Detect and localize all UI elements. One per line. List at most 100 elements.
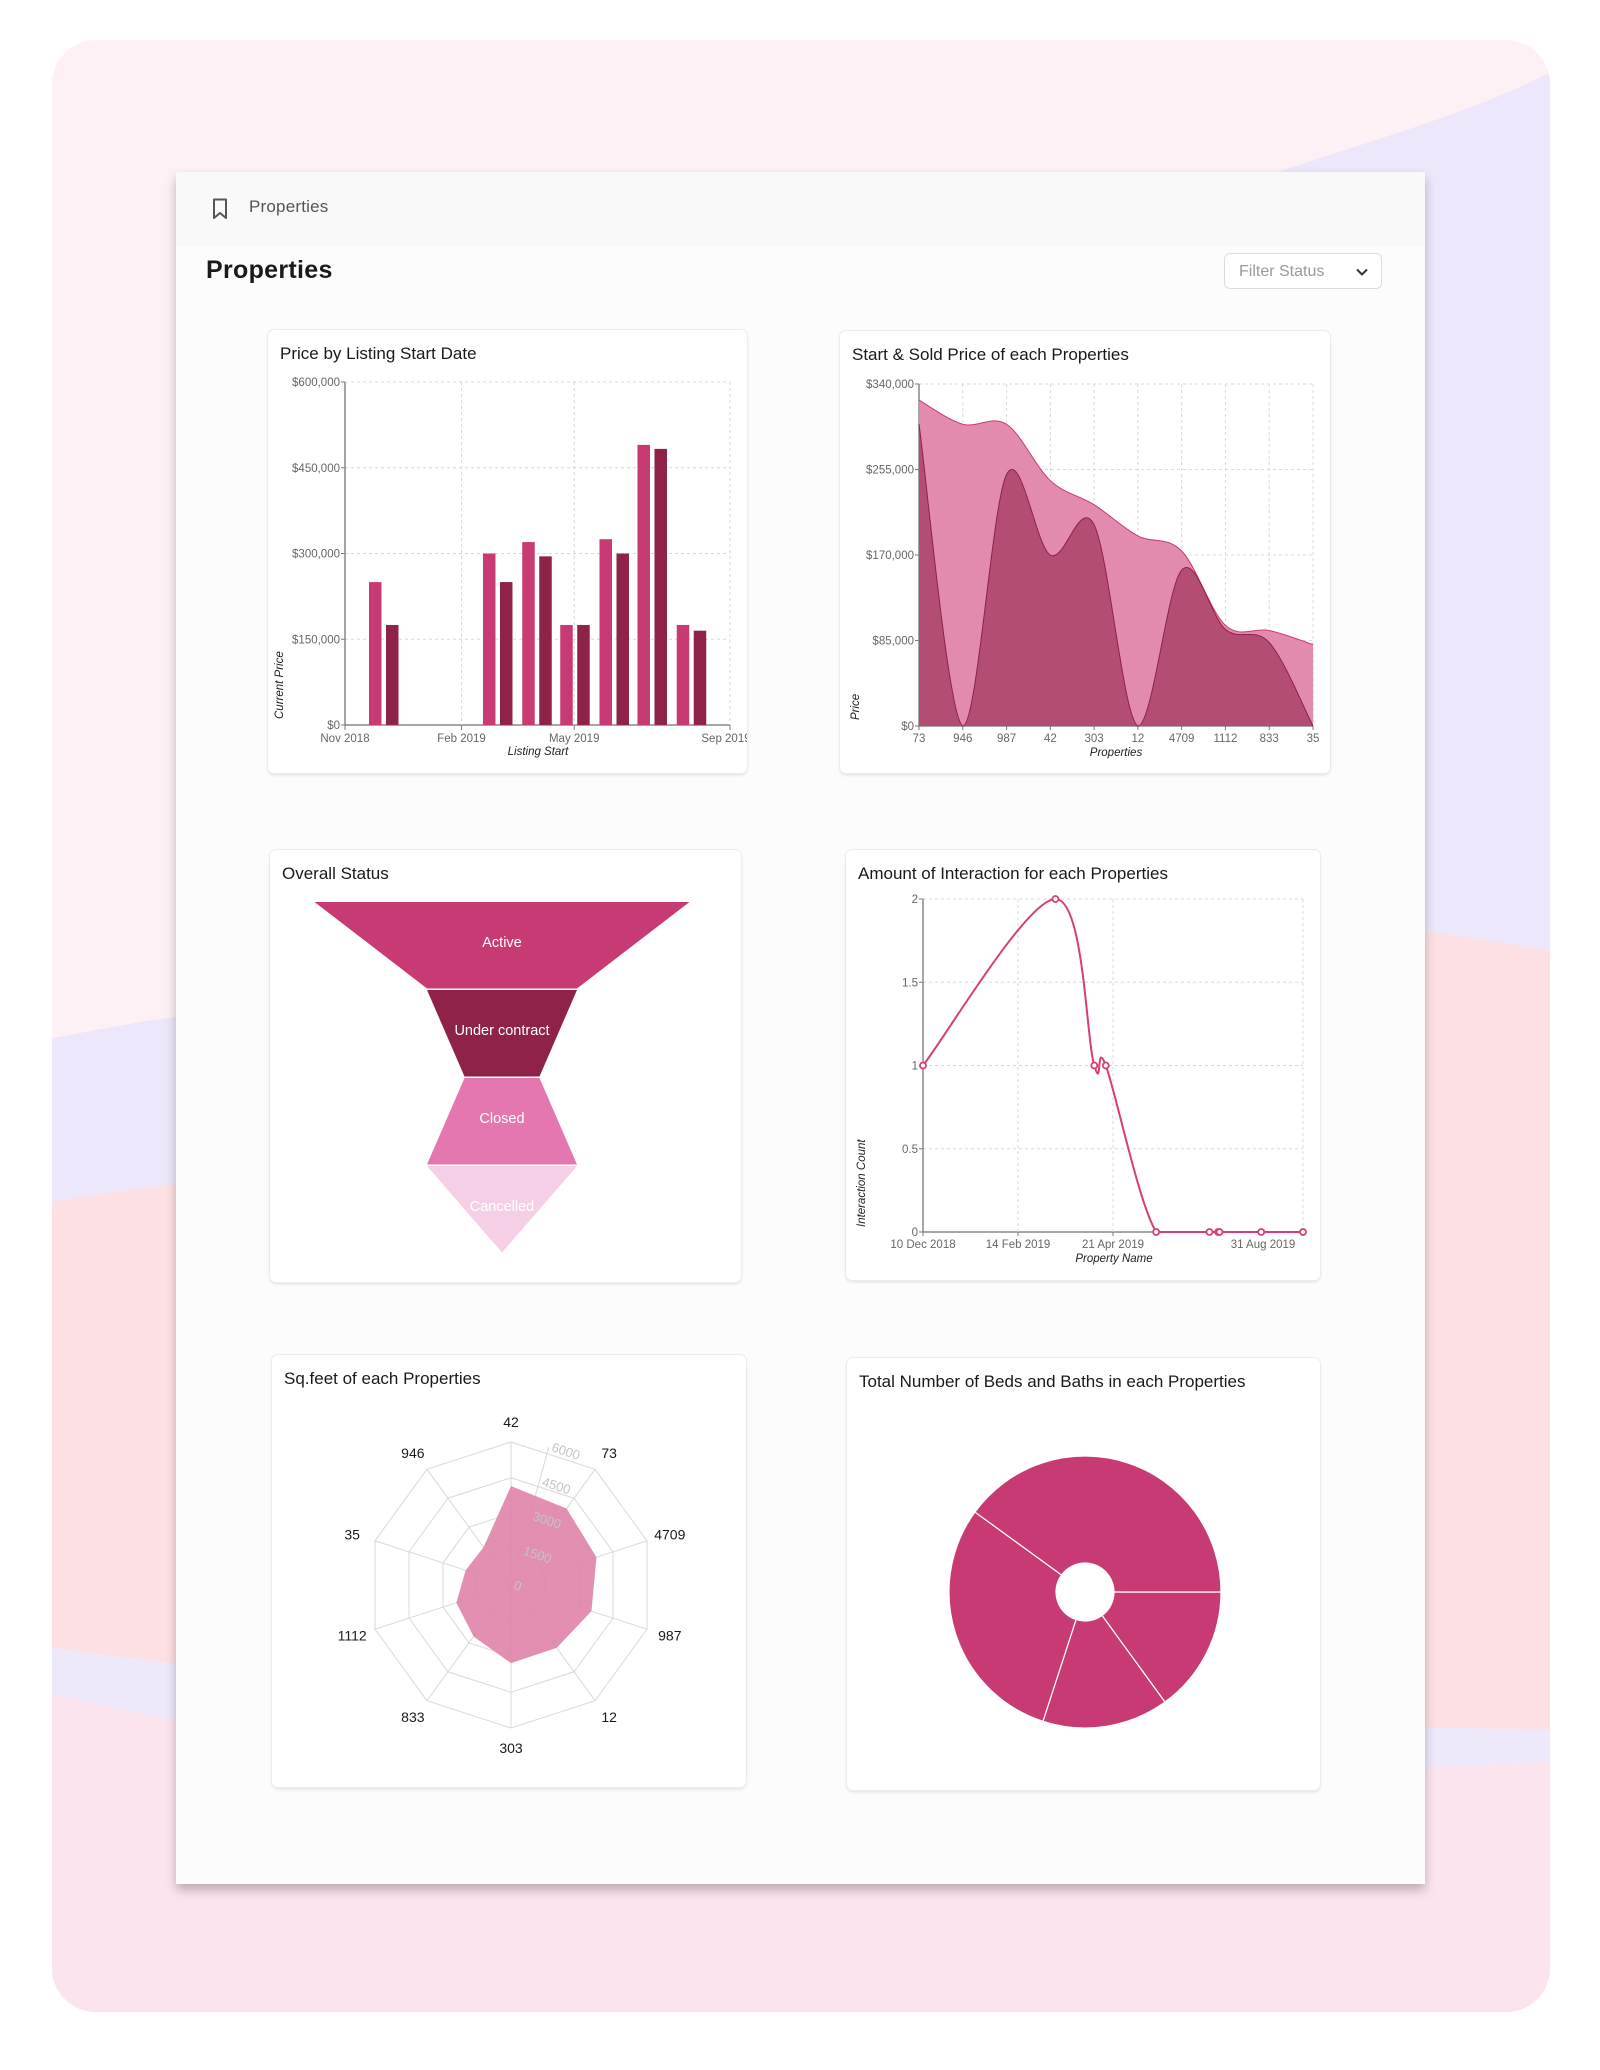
data-point xyxy=(1051,895,1060,903)
filter-status-dropdown[interactable]: Filter Status xyxy=(1224,253,1382,289)
chart-svg: 0 0.5 1 1.5 2 Property Name Interaction Count 1… xyxy=(856,894,1307,1265)
pie-slice xyxy=(974,1455,1222,1593)
chart-card-price-by-listing-date: Price by Listing Start Date $0 $150,000 $3… xyxy=(268,330,747,773)
chart-svg xyxy=(948,1455,1222,1729)
x-tick-label: 12 xyxy=(1131,733,1144,745)
page-title: Properties xyxy=(206,256,333,284)
radar-axis-label: 12 xyxy=(601,1709,617,1725)
y-tick-label: 0 xyxy=(912,1227,918,1239)
y-tick-label: $600,000 xyxy=(292,377,340,389)
bar xyxy=(385,624,399,725)
radar-axis-label: 73 xyxy=(601,1445,617,1461)
bar xyxy=(368,582,382,725)
bar xyxy=(499,582,513,725)
chevron-down-icon xyxy=(1356,268,1368,276)
bar xyxy=(616,553,629,725)
chart-svg: Active Under contract Closed Cancelled xyxy=(314,902,690,1253)
x-axis-label: Listing Start xyxy=(508,746,570,758)
bar xyxy=(637,444,650,725)
funnel-segment xyxy=(427,1078,577,1165)
x-tick-label: Sep 2019 xyxy=(701,733,747,745)
chart-title: Amount of Interaction for each Propertie… xyxy=(858,864,1168,883)
funnel-segment xyxy=(314,902,690,989)
chart-svg: $0 $85,000 $170,000 $255,000 $340,000 Propert… xyxy=(850,379,1320,759)
x-tick-label: May 2019 xyxy=(549,733,600,745)
x-tick-label: 1112 xyxy=(1213,733,1237,745)
pie-slice xyxy=(948,1511,1077,1723)
bar xyxy=(539,556,552,725)
radar-axis-label: 833 xyxy=(401,1709,425,1725)
y-axis-label: Price xyxy=(850,694,862,720)
area-series-line xyxy=(918,424,1314,727)
chart-svg: 4273470998712303833111235946015003000450… xyxy=(338,1414,686,1756)
x-tick-label: 4709 xyxy=(1169,733,1195,745)
y-tick-label: $300,000 xyxy=(292,549,340,561)
radar-tick-label: 4500 xyxy=(540,1474,572,1497)
chart-title: Overall Status xyxy=(282,864,389,883)
x-tick-label: 14 Feb 2019 xyxy=(986,1239,1051,1251)
chart-title: Start & Sold Price of each Properties xyxy=(852,345,1129,364)
x-tick-label: 21 Apr 2019 xyxy=(1082,1239,1144,1251)
data-point xyxy=(1257,1228,1266,1236)
pie-slice xyxy=(1101,1591,1222,1703)
funnel-segment xyxy=(427,1166,577,1253)
x-tick-label: Nov 2018 xyxy=(320,733,369,745)
radar-axis-label: 303 xyxy=(499,1740,523,1756)
y-tick-label: $150,000 xyxy=(292,634,340,646)
bar xyxy=(693,630,707,725)
bar xyxy=(599,539,612,725)
radar-axis-label: 42 xyxy=(503,1414,519,1430)
x-tick-label: 987 xyxy=(997,733,1016,745)
breadcrumb: Properties xyxy=(176,172,1425,246)
radar-area xyxy=(456,1486,597,1664)
x-tick-label: 10 Dec 2018 xyxy=(890,1239,955,1251)
funnel-label: Active xyxy=(482,935,522,951)
chart-card-sqfeet: Sq.feet of each Properties 42 73 4709 987 12… xyxy=(272,1355,746,1787)
y-axis-label: Interaction Count xyxy=(856,1139,868,1227)
data-point xyxy=(1090,1061,1099,1070)
y-tick-label: $0 xyxy=(327,720,340,732)
filter-status-label: Filter Status xyxy=(1239,263,1325,280)
y-tick-label: 1 xyxy=(912,1061,918,1073)
y-tick-label: $0 xyxy=(901,721,914,733)
area-series-line xyxy=(918,399,1314,645)
data-point xyxy=(1299,1228,1307,1236)
data-point xyxy=(919,1061,927,1070)
y-tick-label: $255,000 xyxy=(866,465,914,477)
chart-card-interaction: Amount of Interaction for each Propertie… xyxy=(846,850,1320,1280)
y-tick-label: 1.5 xyxy=(902,977,918,989)
y-tick-label: $170,000 xyxy=(866,550,914,562)
breadcrumb-item-properties[interactable]: Properties xyxy=(249,197,329,216)
pie-slice xyxy=(1042,1614,1166,1729)
y-tick-label: 2 xyxy=(912,894,918,906)
radar-tick-label: 0 xyxy=(512,1578,524,1595)
radar-axis-label: 1112 xyxy=(338,1627,367,1643)
data-point xyxy=(1215,1228,1224,1236)
x-tick-label: 31 Aug 2019 xyxy=(1231,1239,1296,1251)
chart-svg: $0 $150,000 $300,000 $450,000 $600,000 Listin… xyxy=(274,377,747,758)
chart-title: Total Number of Beds and Baths in each P… xyxy=(859,1372,1246,1391)
x-tick-label: 42 xyxy=(1044,733,1057,745)
area-series xyxy=(919,424,1313,726)
x-axis-label: Property Name xyxy=(1075,1253,1152,1265)
chart-title: Sq.feet of each Properties xyxy=(284,1369,481,1388)
bar xyxy=(482,553,496,725)
x-tick-label: Feb 2019 xyxy=(437,733,486,745)
data-point xyxy=(1101,1061,1110,1070)
funnel-label: Cancelled xyxy=(470,1199,535,1215)
chart-title: Price by Listing Start Date xyxy=(280,344,477,363)
funnel-label: Closed xyxy=(479,1111,524,1127)
x-tick-label: 73 xyxy=(913,733,926,745)
y-tick-label: $85,000 xyxy=(872,636,914,648)
chart-card-overall-status: Overall Status Active Under contract Close… xyxy=(270,850,741,1282)
y-axis-label: Current Price xyxy=(274,651,286,719)
bar xyxy=(676,624,690,725)
radar-axis-label: 4709 xyxy=(654,1527,685,1543)
x-axis-label: Properties xyxy=(1090,747,1143,759)
y-tick-label: $450,000 xyxy=(292,463,340,475)
bar xyxy=(522,542,535,725)
bookmark-icon xyxy=(213,198,227,219)
y-tick-label: $340,000 xyxy=(866,379,914,391)
x-tick-label: 946 xyxy=(953,733,972,745)
x-tick-label: 35 xyxy=(1307,733,1320,745)
